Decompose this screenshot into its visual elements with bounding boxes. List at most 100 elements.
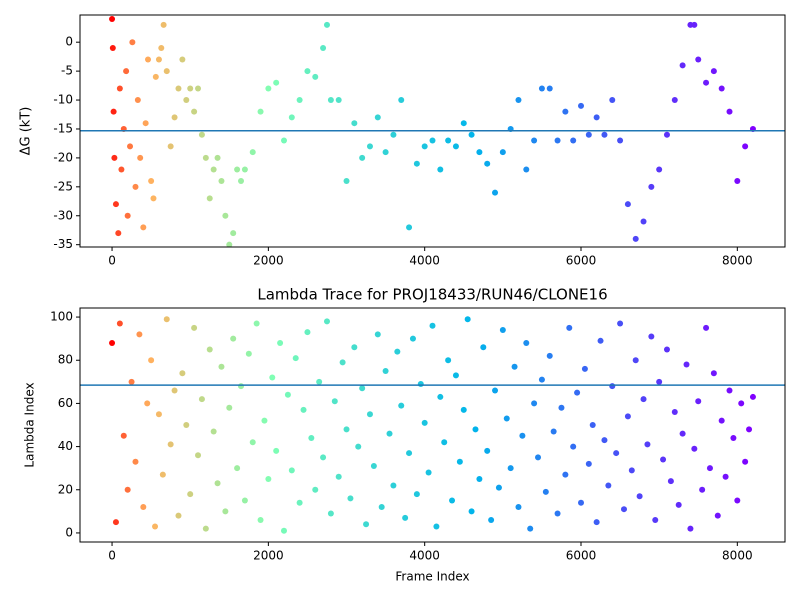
point xyxy=(142,120,149,127)
point xyxy=(124,486,131,493)
x-tick-label: 2000 xyxy=(253,254,284,268)
point xyxy=(663,346,670,353)
point xyxy=(323,21,330,28)
point xyxy=(484,160,491,167)
point xyxy=(241,497,248,504)
point xyxy=(109,339,116,346)
point xyxy=(249,439,256,446)
point xyxy=(609,383,616,390)
point xyxy=(695,56,702,63)
point xyxy=(155,56,162,63)
point xyxy=(449,497,456,504)
point xyxy=(703,324,710,331)
point xyxy=(218,178,225,185)
point xyxy=(304,329,311,336)
y-tick-label: -10 xyxy=(53,93,73,107)
point xyxy=(148,178,155,185)
point xyxy=(390,131,397,138)
point xyxy=(464,316,471,323)
point xyxy=(488,516,495,523)
point xyxy=(742,458,749,465)
point xyxy=(343,178,350,185)
point xyxy=(503,415,510,422)
point xyxy=(115,230,122,237)
point xyxy=(609,97,616,104)
point xyxy=(230,230,237,237)
point xyxy=(137,154,144,161)
point xyxy=(730,434,737,441)
point xyxy=(261,417,268,424)
point xyxy=(241,166,248,173)
y-tick-label: -35 xyxy=(53,237,73,251)
point xyxy=(179,56,186,63)
point xyxy=(296,499,303,506)
point xyxy=(648,333,655,340)
point xyxy=(667,478,674,485)
y-tick-label: -30 xyxy=(53,208,73,222)
point xyxy=(527,525,534,532)
point xyxy=(531,400,538,407)
point xyxy=(110,108,117,115)
point xyxy=(663,131,670,138)
point xyxy=(374,331,381,338)
point xyxy=(452,143,459,150)
point xyxy=(546,352,553,359)
point xyxy=(558,404,565,411)
point xyxy=(468,131,475,138)
point xyxy=(687,525,694,532)
point xyxy=(109,44,116,51)
point xyxy=(679,62,686,69)
point xyxy=(542,488,549,495)
point xyxy=(718,417,725,424)
point xyxy=(129,39,136,46)
point xyxy=(144,400,151,407)
point xyxy=(656,166,663,173)
point xyxy=(562,471,569,478)
point xyxy=(312,73,319,80)
point xyxy=(273,79,280,86)
point xyxy=(134,97,141,104)
point xyxy=(355,443,362,450)
point xyxy=(109,16,116,23)
x-tick-label: 4000 xyxy=(409,254,440,268)
y-tick-label: 100 xyxy=(50,310,73,324)
point xyxy=(570,137,577,144)
point xyxy=(167,441,174,448)
point xyxy=(429,322,436,329)
point xyxy=(456,458,463,465)
point xyxy=(218,363,225,370)
point xyxy=(554,137,561,144)
point xyxy=(691,445,698,452)
point xyxy=(445,357,452,364)
point xyxy=(312,486,319,493)
point xyxy=(206,346,213,353)
point xyxy=(198,131,205,138)
point xyxy=(112,519,119,526)
point xyxy=(127,143,134,150)
point xyxy=(288,114,295,121)
point xyxy=(296,97,303,104)
point xyxy=(574,389,581,396)
point xyxy=(300,406,307,413)
point xyxy=(202,525,209,532)
point xyxy=(746,426,753,433)
point xyxy=(118,166,125,173)
point xyxy=(437,393,444,400)
point xyxy=(484,447,491,454)
point xyxy=(155,411,162,418)
point xyxy=(538,85,545,92)
point xyxy=(136,331,143,338)
point xyxy=(652,516,659,523)
point xyxy=(585,460,592,467)
point xyxy=(112,201,119,208)
y-tick-label: 80 xyxy=(58,353,73,367)
point xyxy=(183,97,190,104)
y-tick-label: 0 xyxy=(65,35,73,49)
point xyxy=(601,131,608,138)
point xyxy=(374,114,381,121)
point xyxy=(601,437,608,444)
point xyxy=(476,149,483,156)
point xyxy=(163,68,170,75)
point xyxy=(632,235,639,242)
point xyxy=(589,422,596,428)
